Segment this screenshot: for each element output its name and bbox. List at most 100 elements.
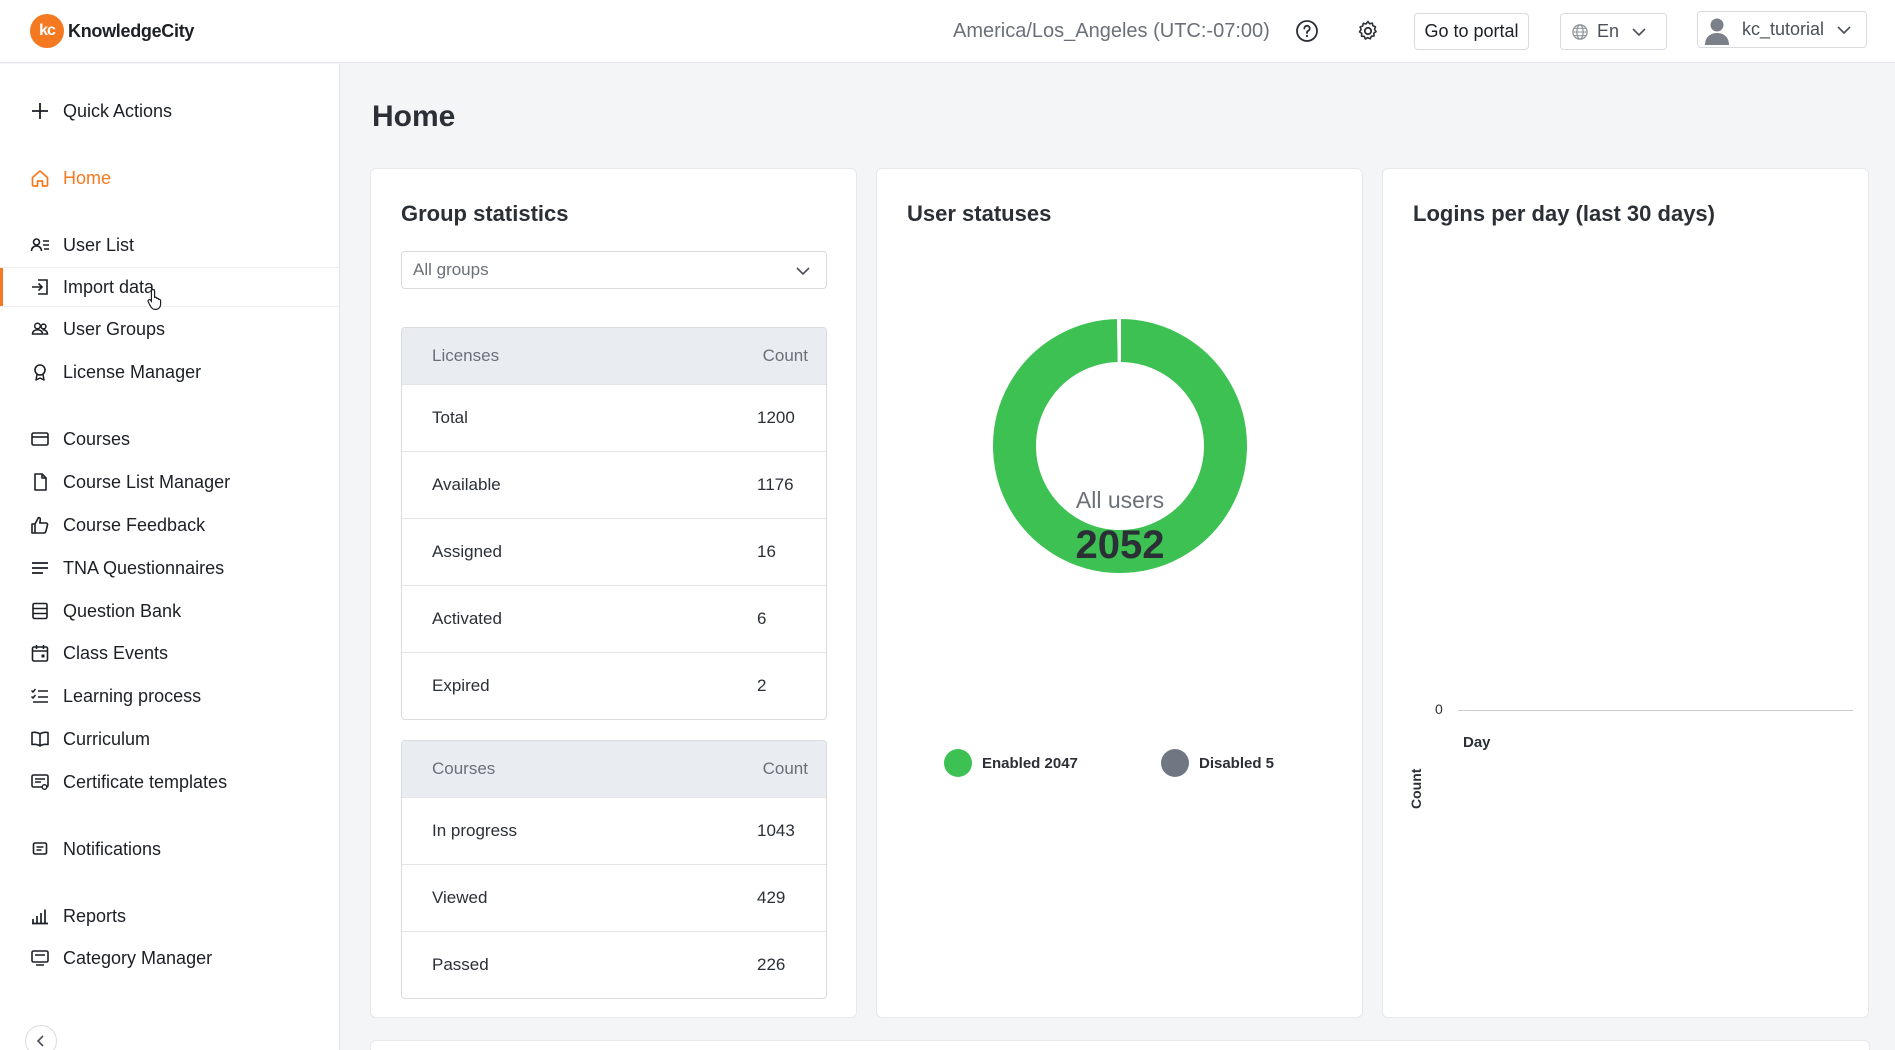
- chevron-left-icon: [34, 1034, 48, 1048]
- sidebar-item-learning-process[interactable]: Learning process: [0, 676, 339, 716]
- sidebar-item-label: Course Feedback: [63, 514, 206, 535]
- bar-chart-icon: [29, 905, 51, 927]
- table-row: Passed 226: [402, 931, 826, 998]
- legend-label: Enabled 2047: [982, 754, 1078, 772]
- sidebar-item-user-list[interactable]: User List: [0, 225, 339, 265]
- table-row: Activated 6: [402, 585, 826, 652]
- plus-icon: [29, 100, 51, 122]
- license-icon: [29, 361, 51, 383]
- licenses-table: Licenses Count Total 1200 Available 1176…: [401, 327, 827, 720]
- sidebar-item-course-feedback[interactable]: Course Feedback: [0, 505, 339, 545]
- thumbs-up-icon: [29, 514, 51, 536]
- row-label: Available: [432, 475, 501, 494]
- sidebar-item-curriculum[interactable]: Curriculum: [0, 719, 339, 759]
- help-icon[interactable]: [1293, 17, 1321, 45]
- brand-name: KnowledgeCity: [68, 20, 195, 41]
- sidebar-item-import-data[interactable]: Import data: [0, 267, 339, 310]
- row-value: 1176: [757, 475, 794, 494]
- row-value: 1200: [757, 408, 795, 427]
- calendar-icon: [29, 642, 51, 664]
- row-value: 226: [757, 955, 786, 974]
- table-row: Assigned 16: [402, 518, 826, 585]
- x-axis-label: Day: [1463, 734, 1491, 751]
- row-value: 1043: [757, 821, 795, 840]
- sidebar-item-question-bank[interactable]: Question Bank: [0, 591, 339, 631]
- sidebar-item-notifications[interactable]: Notifications: [0, 829, 339, 869]
- table-header: Courses Count: [402, 741, 826, 797]
- sidebar-item-label: Courses: [63, 428, 131, 449]
- sidebar-item-label: User List: [63, 234, 135, 255]
- go-to-portal-button[interactable]: Go to portal: [1414, 13, 1529, 50]
- sidebar-item-label: Category Manager: [63, 947, 213, 968]
- chevron-down-icon: [794, 262, 812, 285]
- home-icon: [29, 167, 51, 189]
- sidebar-item-reports[interactable]: Reports: [0, 896, 339, 936]
- row-value: 429: [757, 888, 786, 907]
- group-filter-select[interactable]: All groups: [401, 251, 827, 289]
- legend-item-disabled[interactable]: Disabled 5: [1161, 749, 1274, 777]
- row-label: Total: [432, 408, 468, 427]
- sidebar-item-label: Home: [63, 167, 112, 188]
- logo[interactable]: kc KnowledgeCity: [30, 14, 194, 48]
- sidebar-item-tna-questionnaires[interactable]: TNA Questionnaires: [0, 548, 339, 588]
- language-select[interactable]: En: [1560, 13, 1667, 50]
- sidebar-item-label: TNA Questionnaires: [63, 557, 225, 578]
- user-menu[interactable]: kc_tutorial: [1697, 11, 1867, 48]
- table-row: Expired 2: [402, 652, 826, 719]
- column-header: Licenses: [432, 346, 500, 365]
- globe-icon: [1571, 23, 1589, 41]
- page-title: Home: [372, 100, 456, 133]
- sidebar-item-course-list-manager[interactable]: Course List Manager: [0, 462, 339, 502]
- legend-dot: [1161, 749, 1189, 777]
- donut-slice-disabled[interactable]: [1117, 319, 1121, 365]
- table-header: Licenses Count: [402, 328, 826, 384]
- timezone-label: America/Los_Angeles (UTC:-07:00): [953, 20, 1270, 42]
- row-value: 2: [757, 676, 767, 695]
- collapse-sidebar-button[interactable]: [25, 1025, 57, 1050]
- sidebar: Quick Actions Home User List Import data…: [0, 64, 340, 1050]
- next-card: [370, 1040, 1870, 1050]
- quick-actions-button[interactable]: Quick Actions: [0, 91, 339, 131]
- row-label: In progress: [432, 821, 518, 840]
- table-row: Total 1200: [402, 384, 826, 451]
- monitor-icon: [29, 947, 51, 969]
- user-statuses-card: User statuses All users 2052 Enabled 204…: [876, 168, 1363, 1018]
- courses-table: Courses Count In progress 1043 Viewed 42…: [401, 740, 827, 999]
- chevron-down-icon: [1836, 22, 1852, 38]
- column-header: Count: [762, 346, 808, 365]
- card-title: User statuses: [907, 201, 1052, 226]
- sidebar-item-courses[interactable]: Courses: [0, 419, 339, 459]
- sidebar-item-class-events[interactable]: Class Events: [0, 633, 339, 673]
- sidebar-item-user-groups[interactable]: User Groups: [0, 309, 339, 349]
- row-label: Expired: [432, 676, 490, 695]
- gear-icon[interactable]: [1354, 17, 1382, 45]
- sidebar-item-license-manager[interactable]: License Manager: [0, 352, 339, 392]
- donut-slice-enabled[interactable]: [991, 319, 1249, 575]
- legend-item-enabled[interactable]: Enabled 2047: [944, 749, 1078, 777]
- table-row: Available 1176: [402, 451, 826, 518]
- user-list-icon: [29, 234, 51, 256]
- column-header: Courses: [432, 759, 496, 778]
- row-label: Activated: [432, 609, 502, 628]
- sidebar-item-certificate-templates[interactable]: Certificate templates: [0, 762, 339, 802]
- user-status-donut-chart: All users 2052: [991, 319, 1249, 575]
- sidebar-item-label: License Manager: [63, 361, 202, 382]
- group-statistics-card: Group statistics All groups Licenses Cou…: [370, 168, 857, 1018]
- logo-mark: kc: [30, 14, 64, 48]
- question-bank-icon: [29, 600, 51, 622]
- sidebar-item-home[interactable]: Home: [0, 158, 339, 198]
- sidebar-item-label: Course List Manager: [63, 471, 231, 492]
- sidebar-item-category-manager[interactable]: Category Manager: [0, 938, 339, 978]
- table-row: In progress 1043: [402, 797, 826, 864]
- top-bar: kc KnowledgeCity America/Los_Angeles (UT…: [0, 0, 1895, 63]
- user-groups-icon: [29, 318, 51, 340]
- sidebar-item-label: Question Bank: [63, 600, 182, 621]
- sidebar-item-label: Notifications: [63, 838, 162, 859]
- row-value: 6: [757, 609, 767, 628]
- logins-per-day-card: Logins per day (last 30 days) Count 0 Da…: [1382, 168, 1869, 1018]
- donut-center-label: All users: [1076, 487, 1164, 513]
- mouse-cursor-icon: [147, 288, 165, 310]
- y-axis-label: Count: [1408, 768, 1424, 809]
- y-tick-label: 0: [1435, 701, 1443, 717]
- courses-icon: [29, 428, 51, 450]
